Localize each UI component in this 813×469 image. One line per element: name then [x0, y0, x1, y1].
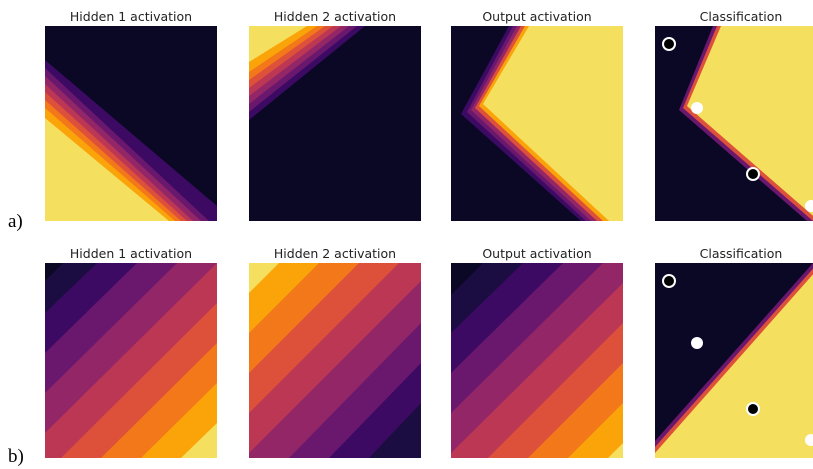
panel-a-output: Output activation [451, 8, 623, 221]
panel-title: Classification [699, 246, 783, 261]
row-label-a: a) [8, 211, 23, 232]
hidden2-activation-heatmap [249, 26, 421, 221]
data-point-class-0 [805, 434, 813, 446]
hidden2-activation-heatmap [249, 263, 421, 458]
panel-a-hidden2: Hidden 2 activation [249, 8, 421, 221]
data-point-class-0 [691, 102, 703, 114]
panel-title: Hidden 2 activation [273, 9, 397, 24]
data-point-class-0 [805, 200, 813, 212]
panel-b-output: Output activation [451, 245, 623, 458]
row-label-b: b) [8, 446, 24, 467]
panel-a-classification: Classification [655, 8, 813, 221]
output-activation-heatmap [451, 26, 623, 221]
panel-b-classification: Classification [655, 245, 813, 458]
panel-b-hidden2: Hidden 2 activation [249, 245, 421, 458]
panel-title: Output activation [482, 9, 592, 24]
data-point-class-1 [746, 167, 760, 181]
panel-title: Hidden 1 activation [69, 9, 193, 24]
classification-map [655, 26, 813, 221]
panel-b-hidden1: Hidden 1 activation [45, 245, 217, 458]
data-point-class-0 [691, 337, 703, 349]
panel-title: Output activation [482, 246, 592, 261]
data-point-class-1 [746, 402, 760, 416]
hidden1-activation-heatmap [45, 26, 217, 221]
classification-map [655, 263, 813, 458]
panel-title: Hidden 2 activation [273, 246, 397, 261]
panel-title: Hidden 1 activation [69, 246, 193, 261]
hidden1-activation-heatmap [45, 263, 217, 458]
panel-a-hidden1: Hidden 1 activation [45, 8, 217, 221]
data-point-class-1 [662, 274, 676, 288]
output-activation-heatmap [451, 263, 623, 458]
data-point-class-1 [662, 37, 676, 51]
panel-title: Classification [699, 9, 783, 24]
